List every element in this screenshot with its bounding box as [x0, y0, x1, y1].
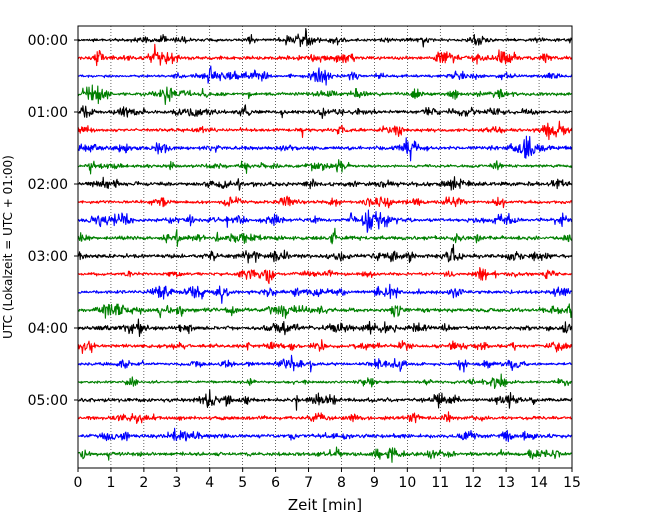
y-axis-ticks: 00:00 01:00 02:00 03:00 04:00 05:00: [28, 33, 78, 409]
x-tick-label: 5: [238, 475, 247, 491]
x-tick-label: 13: [497, 475, 515, 491]
trace-0500: [77, 389, 573, 411]
y-tick-label: 00:00: [28, 33, 68, 49]
trace-0330: [77, 283, 573, 304]
y-tick-label: 05:00: [28, 393, 68, 409]
trace-0515: [77, 411, 573, 424]
y-axis-label: UTC (Lokalzeit = UTC + 01:00): [1, 155, 15, 339]
trace-0200: [77, 176, 573, 191]
trace-0045: [77, 84, 573, 106]
y-tick-label: 03:00: [28, 249, 68, 265]
trace-0445: [77, 373, 573, 390]
trace-0015: [77, 43, 573, 67]
x-tick-label: 2: [139, 475, 148, 491]
trace-0115: [77, 120, 573, 141]
x-tick-label: 15: [563, 475, 581, 491]
x-tick-label: 7: [304, 475, 313, 491]
y-tick-label: 02:00: [28, 177, 68, 193]
trace-0530: [77, 427, 573, 443]
trace-0130: [77, 135, 573, 162]
trace-0245: [77, 227, 573, 248]
x-tick-label: 4: [205, 475, 214, 491]
x-tick-label: 12: [464, 475, 482, 491]
y-tick-label: 04:00: [28, 321, 68, 337]
trace-0030: [77, 65, 573, 86]
trace-0345: [77, 303, 573, 319]
trace-0400: [77, 318, 573, 337]
trace-0300: [77, 244, 573, 264]
y-tick-label: 01:00: [28, 105, 68, 121]
x-tick-label: 6: [271, 475, 280, 491]
trace-0145: [77, 159, 573, 175]
trace-0430: [77, 354, 573, 373]
x-axis-ticks: 0 1 2 3 4 5 6 7 8 9 10 11 12 13 14 15: [74, 468, 581, 491]
trace-0415: [77, 339, 573, 354]
trace-0545: [77, 446, 573, 463]
x-tick-label: 0: [74, 475, 83, 491]
x-tick-label: 3: [172, 475, 181, 491]
trace-0230: [77, 209, 573, 233]
trace-0100: [77, 104, 573, 119]
x-tick-label: 11: [431, 475, 449, 491]
trace-group: [77, 27, 573, 463]
x-tick-label: 10: [398, 475, 416, 491]
x-tick-label: 14: [530, 475, 548, 491]
x-tick-label: 9: [370, 475, 379, 491]
axes-frame: [77, 25, 573, 469]
x-tick-label: 1: [106, 475, 115, 491]
x-axis-label: Zeit [min]: [288, 496, 362, 514]
trace-0215: [77, 195, 573, 209]
x-tick-label: 8: [337, 475, 346, 491]
trace-0315: [77, 266, 573, 285]
trace-0000: [77, 27, 573, 48]
